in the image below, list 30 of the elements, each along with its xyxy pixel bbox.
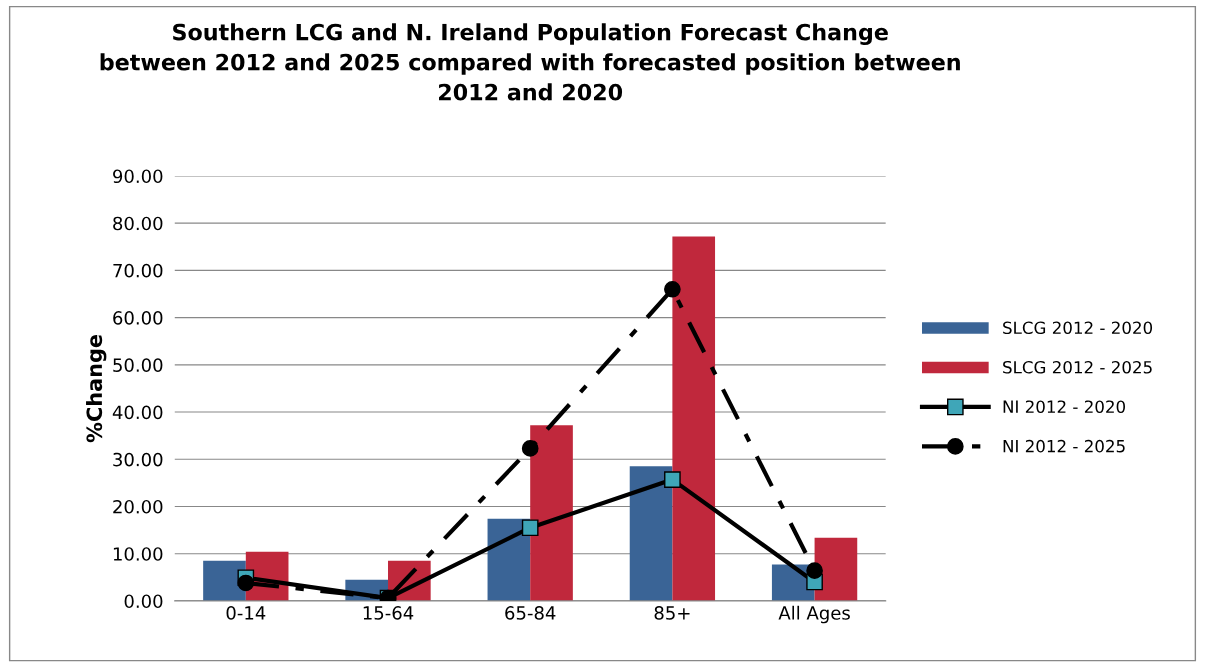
chart-title: Southern LCG and N. Ireland Population Forecast Change between 2012 and 2025 compared with forecasted position between 2012 and 2020 — [100, 23, 960, 101]
y-tick-label: 10.00 — [113, 547, 163, 561]
y-tick-label: 90.00 — [113, 169, 163, 184]
x-tick-label: All Ages — [778, 605, 850, 624]
y-tick-label: 80.00 — [113, 216, 163, 231]
x-tick-label: 65-84 — [505, 606, 556, 620]
point — [521, 440, 539, 457]
y-tick-label: 40.00 — [112, 405, 163, 420]
x-tick-label: 0-14 — [226, 606, 266, 620]
y-tick-label: 50.00 — [113, 358, 163, 372]
point — [521, 519, 539, 537]
x-tick-label: 85+ — [654, 606, 690, 620]
point — [806, 562, 823, 580]
point — [664, 471, 681, 488]
bar — [629, 466, 673, 601]
bar — [672, 236, 716, 601]
y-axis-title: %Change — [86, 334, 107, 443]
x-tick-label: 15-64 — [363, 606, 414, 620]
y-tick-label: 30.00 — [113, 452, 163, 467]
y-tick-label: 20.00 — [113, 499, 163, 514]
point — [664, 280, 681, 298]
y-tick-label: 70.00 — [113, 263, 163, 278]
y-tick-label: 60.00 — [113, 311, 163, 325]
bar — [530, 425, 573, 601]
legend-label: NI 2012 - 2020 — [1003, 400, 1126, 414]
legend-label: SLCG 2012 - 2025 — [1003, 360, 1152, 374]
y-tick-label: 0.00 — [124, 594, 163, 609]
point — [237, 574, 255, 592]
legend-label: NI 2012 - 2025 — [1003, 439, 1125, 453]
legend-label: SLCG 2012 - 2020 — [1003, 321, 1153, 335]
